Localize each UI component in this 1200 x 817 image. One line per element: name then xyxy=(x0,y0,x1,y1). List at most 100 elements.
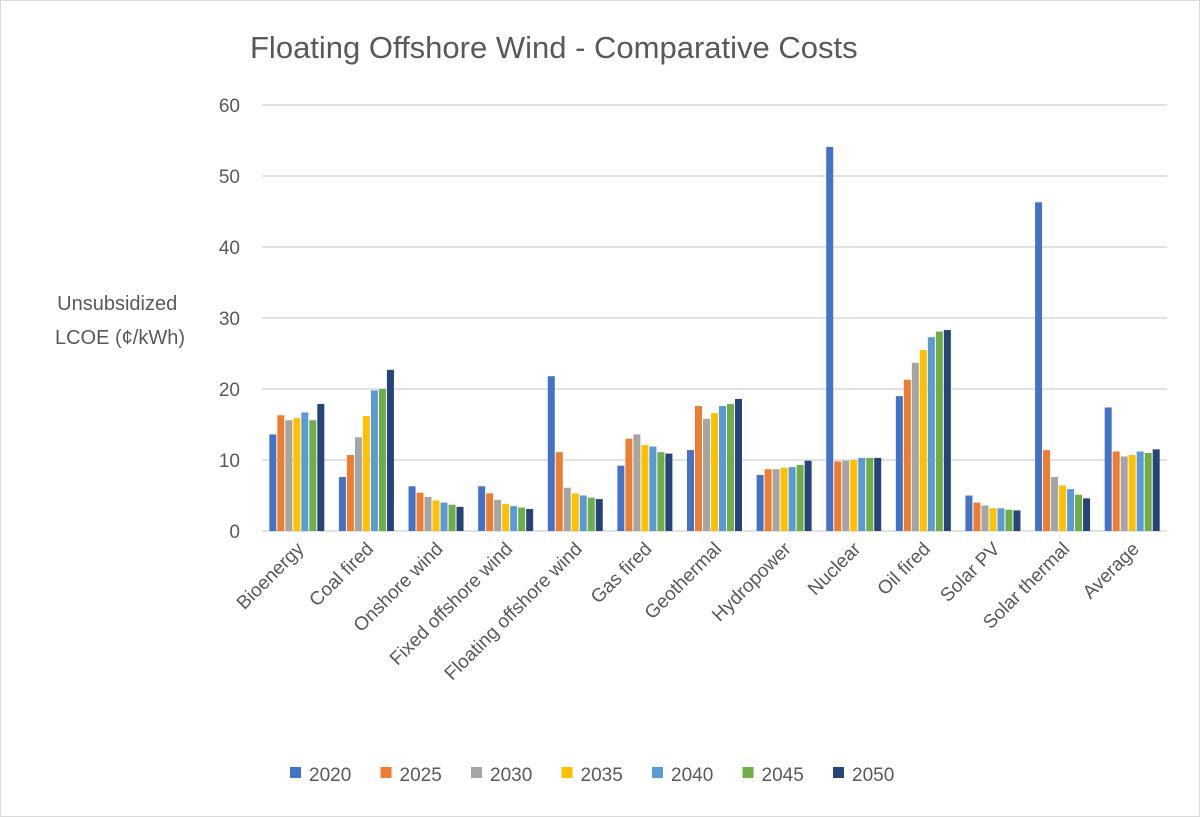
bar xyxy=(858,457,866,531)
x-tick-label: Bioenergy xyxy=(233,538,309,614)
bar xyxy=(354,437,362,531)
bar xyxy=(895,396,903,531)
bar xyxy=(850,460,858,531)
bar xyxy=(1035,202,1043,531)
bar xyxy=(796,464,804,531)
bar xyxy=(874,457,882,531)
legend-label: 2025 xyxy=(400,765,442,786)
bar xyxy=(1043,450,1051,531)
bar xyxy=(563,487,571,531)
chart-title: Floating Offshore Wind - Comparative Cos… xyxy=(250,30,858,65)
legend-swatch xyxy=(561,767,573,778)
legend-label: 2020 xyxy=(309,765,351,786)
legend-label: 2045 xyxy=(762,765,804,786)
y-axis-label: Unsubsidized LCOE (¢/kWh) xyxy=(55,293,185,349)
bar xyxy=(285,420,293,531)
bar xyxy=(719,406,726,531)
bar xyxy=(772,469,780,531)
legend-swatch xyxy=(471,767,482,778)
bar xyxy=(510,506,518,531)
bar xyxy=(641,445,649,531)
legend-label: 2035 xyxy=(581,765,623,786)
legend-swatch xyxy=(742,767,754,778)
bar xyxy=(440,502,448,531)
bar xyxy=(502,504,510,531)
bar xyxy=(362,415,370,531)
bar xyxy=(526,508,534,531)
bar xyxy=(338,477,346,531)
bar xyxy=(997,508,1005,531)
legend-swatch xyxy=(652,767,663,778)
bar xyxy=(269,434,277,531)
bar xyxy=(1128,455,1136,531)
bar xyxy=(1067,489,1075,531)
x-tick-label: Nuclear xyxy=(804,538,866,600)
bar xyxy=(989,508,997,531)
bar xyxy=(1083,498,1091,531)
x-tick-label: Coal fired xyxy=(306,539,378,611)
bar xyxy=(378,389,386,531)
bar xyxy=(788,467,796,531)
bar xyxy=(432,500,440,531)
y-axis-label-line2: LCOE (¢/kWh) xyxy=(55,327,185,349)
bar xyxy=(494,499,502,531)
bar xyxy=(1075,494,1083,531)
x-tick-label: Fixed offshore wind xyxy=(386,539,517,670)
bar xyxy=(448,504,456,531)
bar xyxy=(649,446,657,531)
bar xyxy=(1013,510,1021,531)
legend-label: 2040 xyxy=(671,765,713,786)
bar xyxy=(919,349,927,531)
bar xyxy=(981,505,989,531)
y-tick-label: 30 xyxy=(219,309,240,330)
bar xyxy=(935,331,943,531)
legend-label: 2030 xyxy=(490,765,532,786)
y-tick-label: 60 xyxy=(219,96,240,117)
bar xyxy=(695,406,702,531)
bar xyxy=(346,455,354,531)
y-tick-label: 50 xyxy=(219,167,240,188)
bar xyxy=(1051,477,1059,531)
x-tick-label: Solar PV xyxy=(937,538,1005,606)
bar xyxy=(943,330,951,531)
y-tick-label: 40 xyxy=(219,238,240,259)
bar xyxy=(927,337,935,531)
x-tick-label: Oil fired xyxy=(874,539,935,600)
x-tick-label: Average xyxy=(1079,539,1144,604)
bar xyxy=(1112,451,1120,531)
x-tick-label: Floating offshore wind xyxy=(441,539,587,685)
bar xyxy=(711,413,718,531)
bar xyxy=(780,467,788,531)
bar xyxy=(478,486,486,531)
bar xyxy=(665,453,673,531)
bar xyxy=(764,469,772,531)
bar xyxy=(277,415,285,531)
bar xyxy=(727,403,734,531)
bar xyxy=(965,495,973,531)
bar xyxy=(309,420,317,531)
bar xyxy=(834,461,842,531)
bar xyxy=(547,376,555,531)
bar xyxy=(1152,449,1160,531)
bar xyxy=(703,418,710,531)
bar xyxy=(293,418,301,531)
y-axis-label-line1: Unsubsidized xyxy=(57,293,177,315)
bar xyxy=(1120,456,1128,531)
bar xyxy=(804,460,812,531)
bar xyxy=(587,497,595,531)
bar xyxy=(735,398,742,531)
bar xyxy=(756,474,764,531)
bar xyxy=(571,493,579,531)
bar xyxy=(1104,407,1112,531)
bar xyxy=(911,362,919,531)
legend-swatch xyxy=(380,767,392,778)
bar xyxy=(617,465,625,531)
bar xyxy=(826,146,834,531)
bar xyxy=(866,457,874,531)
bar xyxy=(579,495,587,531)
bar xyxy=(416,492,424,531)
bar xyxy=(903,379,911,531)
bar xyxy=(370,390,378,531)
legend-swatch xyxy=(833,767,844,778)
